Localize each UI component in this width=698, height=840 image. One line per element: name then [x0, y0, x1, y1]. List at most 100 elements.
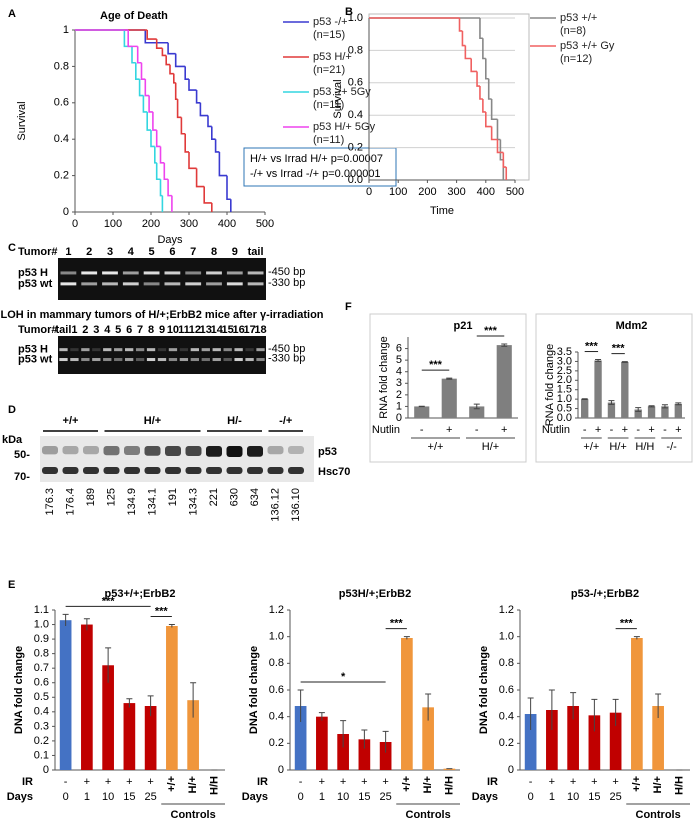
significance: *** [390, 618, 404, 630]
error-bar [190, 682, 197, 718]
y-tick-label: 0.4 [54, 133, 69, 145]
y-tick-label: 0.2 [269, 737, 284, 749]
y-tick-label: 0.6 [348, 77, 363, 89]
y-tick-label: 2 [396, 389, 402, 401]
gel-band [122, 271, 139, 275]
chart-title: p53H/+;ErbB2 [339, 588, 411, 600]
gel-band [114, 348, 123, 352]
category-label: + [675, 424, 681, 436]
lane-label: 8 [148, 324, 154, 336]
y-tick-label: 1.0 [557, 393, 572, 405]
blot-band [288, 446, 304, 454]
survival-step [211, 126, 216, 140]
gel-band [103, 358, 112, 362]
survival-step [144, 79, 150, 97]
survival-step [490, 126, 498, 141]
bar [422, 707, 434, 770]
y-tick-label: 0.2 [499, 737, 514, 749]
group-label: H/- [227, 415, 242, 427]
y-axis-label: RNA fold change [378, 336, 390, 419]
y-tick-label: 6 [396, 342, 402, 354]
y-axis-label: Survival [332, 79, 344, 118]
gel-band [256, 348, 265, 352]
lane-label: 7 [137, 324, 143, 336]
gel-band [124, 348, 134, 352]
bar [634, 409, 642, 418]
y-tick-label: 0.8 [499, 657, 514, 669]
row-label: IR [487, 776, 498, 788]
bar [524, 714, 537, 770]
y-tick-label: 1 [396, 400, 402, 412]
ir-label: - [64, 776, 68, 788]
gel-band [81, 282, 98, 286]
row-label: Days [242, 791, 268, 803]
legend-label: p53 H/+ (n=21) [313, 51, 352, 76]
survival-step [188, 151, 197, 170]
survival-step [180, 117, 186, 135]
gel-band [122, 282, 139, 286]
error-bar [446, 377, 453, 380]
error-bar [403, 636, 410, 640]
ir-label: + [126, 776, 132, 788]
gel-band [201, 358, 210, 362]
y-tick-label: 0.6 [269, 684, 284, 696]
y-tick-label: 2.5 [557, 365, 572, 377]
legend-label: p53 +/+ Gy (n=12) [560, 40, 615, 65]
blot-band [226, 467, 243, 474]
size-label: -330 bp [268, 277, 305, 289]
gel-band [185, 282, 202, 286]
bar [674, 403, 682, 418]
survival-step [167, 179, 172, 197]
error-bar [655, 693, 662, 718]
gel-band [81, 348, 90, 352]
row-label: Days [472, 791, 498, 803]
lane-label: 17 [243, 324, 255, 336]
ir-label: + [549, 776, 555, 788]
lane-label: 2 [82, 324, 88, 336]
error-bar [633, 636, 640, 640]
y-tick-label: 0.2 [348, 142, 363, 154]
y-tick-label: 0.2 [34, 735, 49, 747]
bar [647, 406, 656, 418]
survival-step [144, 30, 169, 44]
error-bar [83, 618, 90, 631]
band-label: p53 H [18, 267, 48, 279]
lane-label: 5 [149, 246, 155, 258]
blot-band [165, 446, 181, 456]
gel-band [135, 358, 145, 362]
survival-step [499, 139, 504, 161]
survival-step [138, 79, 144, 97]
bar [609, 712, 622, 770]
y-axis-label: DNA fold change [248, 646, 260, 734]
category-label: + [446, 424, 452, 436]
chart-title: p53+/+;ErbB2 [105, 588, 176, 600]
y-axis-label: DNA fold change [13, 646, 25, 734]
sample-label: 630 [228, 488, 240, 506]
blot-band [42, 467, 58, 474]
significance: *** [620, 618, 634, 630]
gel-band [135, 348, 145, 352]
bar [469, 406, 485, 418]
controls-label: Controls [636, 809, 681, 821]
gel-band [185, 271, 202, 275]
gel-band [70, 358, 79, 362]
sample-label: 221 [208, 488, 220, 506]
y-tick-label: 1.0 [34, 618, 49, 630]
gel-band [81, 271, 98, 275]
control-label: H/+ [652, 776, 664, 793]
bar [607, 402, 616, 418]
panel-letter: A [8, 8, 16, 20]
x-tick-label: 500 [256, 218, 274, 230]
significance: *** [155, 605, 169, 617]
row-label: Nutlin [542, 424, 570, 436]
y-tick-label: 0.8 [269, 657, 284, 669]
survival-step [199, 102, 208, 117]
bar [358, 739, 371, 770]
survival-step [131, 46, 136, 64]
error-bar [648, 405, 655, 408]
x-tick-label: 300 [447, 186, 465, 198]
error-bar [548, 689, 555, 730]
survival-step [155, 130, 161, 148]
bar [187, 700, 199, 770]
group-label: H/H [635, 441, 654, 453]
